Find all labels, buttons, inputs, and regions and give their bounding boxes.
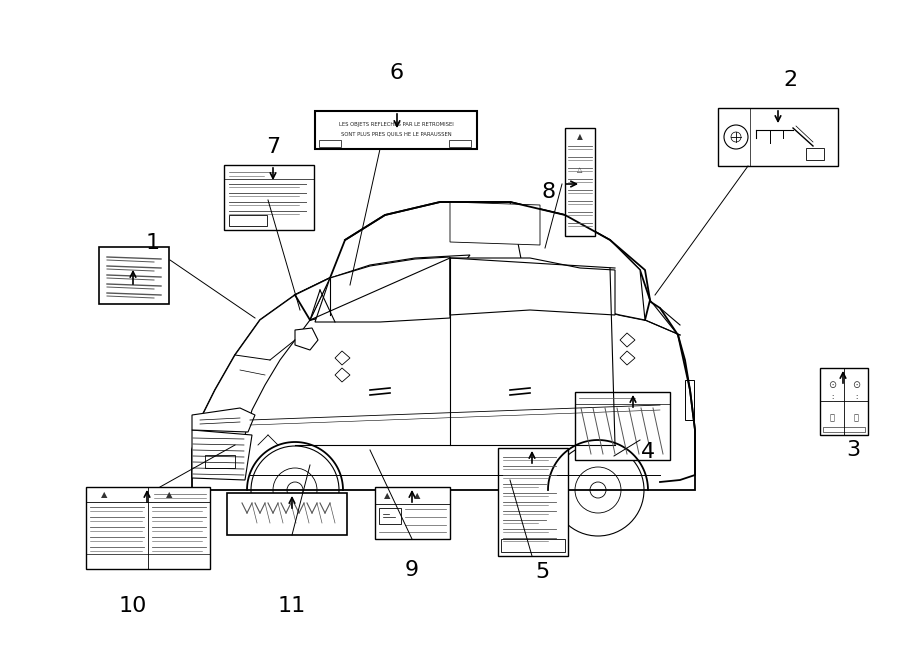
- Polygon shape: [295, 328, 318, 350]
- Bar: [99, 247, 169, 304]
- Polygon shape: [192, 430, 252, 480]
- Text: 2: 2: [783, 70, 797, 90]
- Bar: [718, 108, 838, 166]
- Text: 4: 4: [641, 442, 655, 462]
- Text: ⊙: ⊙: [852, 380, 860, 390]
- Polygon shape: [295, 202, 650, 320]
- Polygon shape: [315, 257, 450, 322]
- Bar: [224, 165, 314, 230]
- Text: 11: 11: [278, 596, 306, 616]
- Bar: [319, 140, 341, 147]
- Text: 3: 3: [846, 440, 860, 460]
- Text: LES OBJETS REFLECHÉS PAR LE RETROMISEI: LES OBJETS REFLECHÉS PAR LE RETROMISEI: [338, 121, 454, 127]
- Bar: [315, 111, 477, 149]
- Text: 7: 7: [266, 137, 280, 157]
- Text: ▲: ▲: [101, 490, 107, 500]
- Bar: [86, 487, 210, 569]
- Text: ▲: ▲: [414, 492, 420, 500]
- Polygon shape: [310, 255, 470, 320]
- Polygon shape: [450, 202, 540, 245]
- Polygon shape: [192, 255, 695, 490]
- Text: ▲: ▲: [577, 132, 583, 141]
- Text: ▲: ▲: [383, 492, 391, 500]
- Polygon shape: [510, 202, 645, 320]
- Bar: [806, 148, 824, 160]
- Text: △: △: [577, 167, 582, 173]
- Text: ▲: ▲: [166, 490, 172, 500]
- Text: 10: 10: [119, 596, 148, 616]
- Bar: [565, 128, 595, 236]
- Bar: [498, 448, 568, 556]
- Text: 🚶: 🚶: [830, 414, 834, 422]
- Text: 1: 1: [146, 233, 160, 253]
- Text: SONT PLUS PRES QUILS HE LE PARAUSSEN: SONT PLUS PRES QUILS HE LE PARAUSSEN: [341, 132, 451, 137]
- Bar: [823, 427, 865, 432]
- Text: 5: 5: [535, 562, 549, 582]
- Text: 🚶: 🚶: [853, 414, 859, 422]
- Polygon shape: [450, 258, 615, 315]
- Polygon shape: [192, 278, 330, 455]
- Text: 8: 8: [542, 182, 556, 202]
- Text: ⋮: ⋮: [828, 393, 836, 403]
- Bar: [449, 140, 471, 147]
- Bar: [501, 539, 565, 552]
- Text: ⊙: ⊙: [828, 380, 836, 390]
- Text: 9: 9: [405, 560, 419, 580]
- Text: 6: 6: [390, 63, 404, 83]
- Bar: [229, 215, 267, 226]
- Bar: [375, 487, 450, 539]
- Polygon shape: [192, 408, 255, 432]
- Bar: [227, 493, 347, 535]
- Text: ⋮: ⋮: [851, 393, 860, 403]
- Bar: [820, 368, 868, 435]
- Bar: [575, 392, 670, 460]
- Bar: [379, 508, 401, 524]
